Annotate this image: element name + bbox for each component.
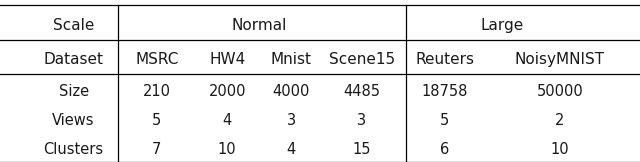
Text: 15: 15 bbox=[353, 142, 371, 157]
Text: Large: Large bbox=[481, 18, 524, 33]
Text: Clusters: Clusters bbox=[44, 142, 104, 157]
Text: 4485: 4485 bbox=[343, 84, 380, 99]
Text: Scene15: Scene15 bbox=[328, 52, 395, 67]
Text: 18758: 18758 bbox=[422, 84, 468, 99]
Text: NoisyMNIST: NoisyMNIST bbox=[515, 52, 605, 67]
Text: Views: Views bbox=[52, 113, 95, 128]
Text: 5: 5 bbox=[440, 113, 449, 128]
Text: 3: 3 bbox=[287, 113, 296, 128]
Text: 4: 4 bbox=[287, 142, 296, 157]
Text: 3: 3 bbox=[357, 113, 366, 128]
Text: Scale: Scale bbox=[53, 18, 94, 33]
Text: 5: 5 bbox=[152, 113, 161, 128]
Text: 10: 10 bbox=[550, 142, 570, 157]
Text: 2000: 2000 bbox=[209, 84, 246, 99]
Text: 50000: 50000 bbox=[536, 84, 584, 99]
Text: Dataset: Dataset bbox=[44, 52, 104, 67]
Text: 210: 210 bbox=[143, 84, 171, 99]
Text: Normal: Normal bbox=[232, 18, 287, 33]
Text: 4000: 4000 bbox=[273, 84, 310, 99]
Text: 10: 10 bbox=[218, 142, 237, 157]
Text: HW4: HW4 bbox=[209, 52, 245, 67]
Text: Mnist: Mnist bbox=[271, 52, 312, 67]
Text: Size: Size bbox=[58, 84, 89, 99]
Text: 2: 2 bbox=[556, 113, 564, 128]
Text: 4: 4 bbox=[223, 113, 232, 128]
Text: 7: 7 bbox=[152, 142, 161, 157]
Text: 6: 6 bbox=[440, 142, 449, 157]
Text: Reuters: Reuters bbox=[415, 52, 474, 67]
Text: MSRC: MSRC bbox=[135, 52, 179, 67]
